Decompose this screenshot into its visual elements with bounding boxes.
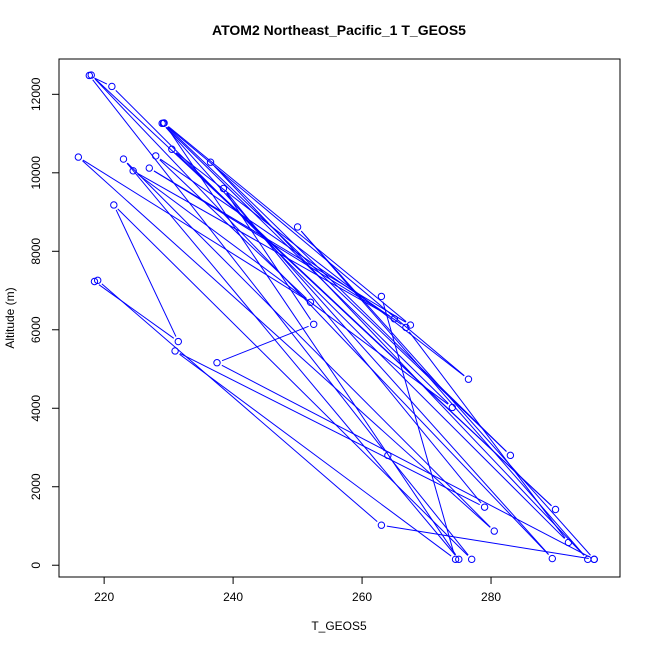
- data-point: [406, 321, 415, 329]
- x-tick-label: 220: [94, 590, 114, 604]
- series-segment: [386, 525, 589, 559]
- data-point: [87, 71, 95, 79]
- series-segment: [221, 364, 590, 558]
- data-point: [213, 359, 221, 367]
- series-segment: [94, 77, 108, 85]
- y-tick-label: 12000: [29, 77, 43, 111]
- series-segment: [98, 284, 175, 339]
- data-point: [448, 403, 457, 412]
- series-segment: [117, 208, 469, 556]
- data-point: [451, 555, 460, 564]
- series-segment: [221, 325, 309, 362]
- series-segment: [300, 230, 585, 556]
- series-segment: [167, 126, 507, 452]
- data-point: [110, 201, 118, 209]
- data-point: [219, 184, 228, 193]
- data-point: [168, 145, 176, 153]
- axes-layer: 220 240 260 280 0 2000 4000 6000 8000 10000 12000: [29, 77, 501, 604]
- series-segment: [137, 173, 390, 317]
- series-segment: [226, 192, 482, 504]
- data-point: [480, 503, 489, 511]
- series-segment: [390, 459, 469, 556]
- data-point: [293, 223, 302, 231]
- y-tick-label: 6000: [29, 316, 43, 343]
- series-segment: [92, 79, 385, 452]
- y-tick-label: 2000: [29, 473, 43, 500]
- series-segment: [94, 78, 549, 555]
- series-segment: [82, 160, 491, 528]
- data-point: [206, 158, 215, 166]
- series-segment: [126, 162, 456, 556]
- series-segment: [101, 283, 378, 522]
- data-point: [548, 554, 556, 563]
- series-segment: [159, 158, 402, 325]
- data-point: [306, 298, 315, 307]
- data-point: [145, 164, 153, 172]
- series-segment: [115, 209, 177, 337]
- data-point: [74, 153, 83, 161]
- series-segment: [166, 127, 457, 556]
- chart-title: ATOM2 Northeast_Pacific_1 T_GEOS5: [212, 22, 466, 38]
- x-tick-label: 280: [481, 590, 501, 604]
- data-point: [455, 555, 463, 564]
- data-point: [174, 337, 182, 346]
- data-point: [129, 167, 137, 175]
- x-tick-label: 260: [352, 590, 372, 604]
- y-axis-label: Altitude (m): [3, 287, 17, 348]
- series-segment: [165, 126, 449, 404]
- series-segment: [179, 352, 480, 506]
- data-point: [377, 521, 386, 529]
- data-point: [402, 323, 410, 332]
- data-point: [564, 538, 573, 547]
- y-tick-label: 0: [29, 562, 43, 569]
- series-segment: [300, 230, 591, 556]
- data-point: [467, 555, 476, 564]
- data-point: [390, 315, 399, 323]
- x-tick-label: 240: [223, 590, 243, 604]
- data-point: [464, 375, 473, 383]
- y-tick-label: 4000: [29, 395, 43, 422]
- data-point: [377, 292, 386, 301]
- x-axis-label: T_GEOS5: [311, 619, 367, 633]
- series-segment: [137, 173, 449, 405]
- y-tick-label: 10000: [29, 156, 43, 190]
- data-point: [584, 555, 592, 564]
- data-point: [119, 155, 128, 163]
- data-point: [590, 555, 598, 564]
- data-point: [90, 277, 99, 286]
- data-point: [108, 82, 116, 91]
- data-point: [506, 451, 515, 460]
- series-segment: [214, 165, 507, 452]
- series-segment: [168, 126, 407, 322]
- data-point: [93, 276, 102, 285]
- data-point: [490, 527, 498, 535]
- data-point: [384, 451, 392, 460]
- series-segment: [153, 170, 406, 323]
- data-point: [152, 152, 160, 160]
- series-segment: [115, 90, 565, 539]
- data-point: [171, 347, 179, 355]
- data-point: [551, 505, 560, 514]
- data-point: [310, 320, 318, 328]
- series-segment: [179, 353, 452, 557]
- data-point: [159, 119, 168, 128]
- series-segment: [175, 152, 465, 377]
- y-tick-label: 8000: [29, 238, 43, 265]
- series-segment: [226, 192, 312, 320]
- series-layer: [74, 71, 598, 564]
- series-segment: [382, 301, 455, 555]
- series-segment: [127, 162, 491, 528]
- series-segment: [167, 126, 465, 377]
